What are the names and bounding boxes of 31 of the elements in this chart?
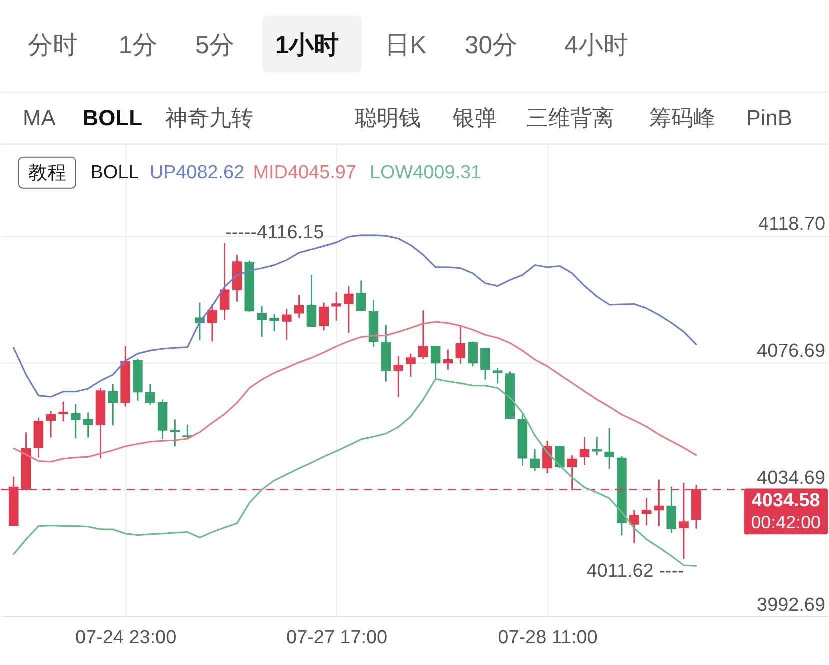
x-tick-label: 07-28 11:00 (498, 628, 598, 649)
y-tick-label: 3992.69 (757, 594, 826, 616)
text: 1小时 (275, 32, 340, 60)
text: 4小时 (564, 32, 629, 60)
text: MID4045.97 (253, 162, 356, 184)
text: 聪明钱 (355, 105, 422, 130)
annotation: 教程 (28, 162, 66, 184)
x-tick-label: 07-24 23:00 (76, 628, 177, 649)
text: 日K (385, 32, 428, 60)
x-tick-label: 07-27 17:00 (286, 628, 388, 649)
text: 筹码峰 (649, 105, 716, 130)
y-tick-label: 4034.69 (757, 468, 826, 489)
text: 1分 (118, 32, 158, 60)
text: 三维背离 (526, 105, 615, 130)
text: 4034.58 (752, 490, 820, 512)
text: BOLL (82, 105, 143, 130)
text: LOW4009.31 (370, 162, 482, 184)
text: 神奇九转 (166, 105, 254, 130)
text: PinB (746, 105, 793, 130)
text: 5分 (196, 32, 234, 60)
annotation: 4011.62 ---- (586, 561, 684, 582)
y-tick-label: 4118.70 (758, 214, 826, 236)
text: MA (22, 105, 56, 130)
text: UP4082.62 (150, 162, 245, 184)
text: 分时 (28, 32, 78, 60)
text: 00:42:00 (751, 512, 822, 533)
text: 30分 (464, 32, 518, 60)
legend-title: BOLL (90, 162, 140, 184)
annotation: -----4116.15 (226, 222, 324, 244)
y-tick-label: 4076.69 (757, 341, 826, 362)
text: 银弹 (452, 105, 497, 130)
